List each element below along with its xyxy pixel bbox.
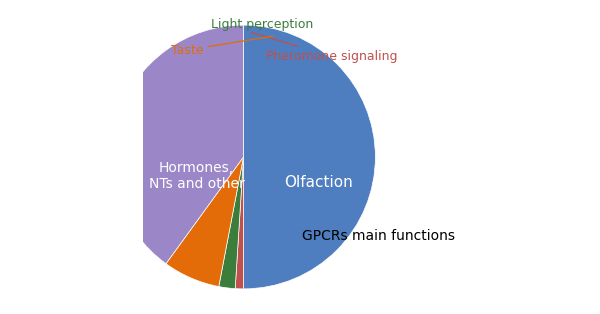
Text: Olfaction: Olfaction [284,175,353,190]
Wedge shape [244,25,376,289]
Text: Taste: Taste [171,36,273,57]
Text: Pheromone signaling: Pheromone signaling [251,32,397,63]
Text: Light perception: Light perception [211,19,313,31]
Wedge shape [112,25,244,264]
Wedge shape [219,157,244,289]
Wedge shape [235,157,244,289]
Text: Hormones,
NTs and other: Hormones, NTs and other [149,161,244,191]
Wedge shape [166,157,244,287]
Text: GPCRs main functions: GPCRs main functions [302,229,455,242]
